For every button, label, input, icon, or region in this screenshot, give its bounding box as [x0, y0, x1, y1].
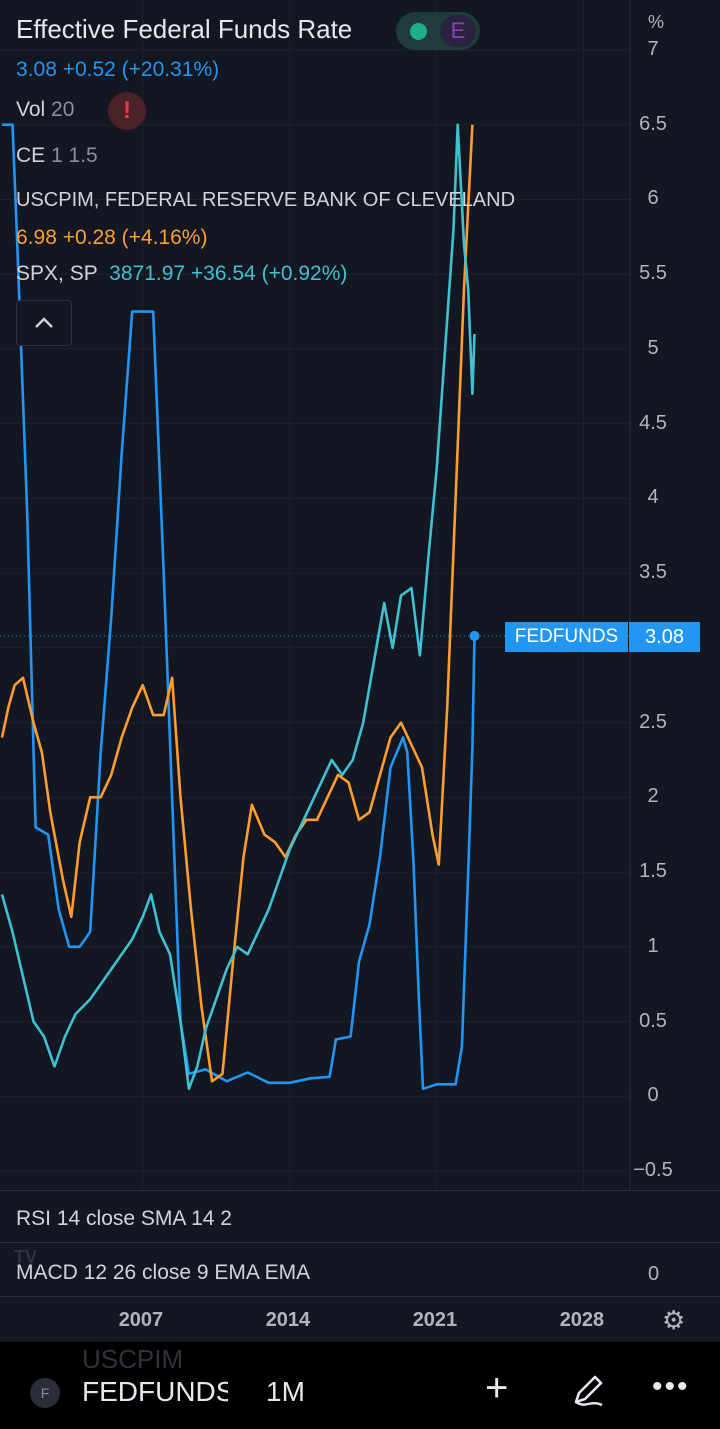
macd-label: MACD 12 26 close 9 EMA EMA [16, 1261, 311, 1284]
spx-indicator[interactable]: SPX, SP 3871.97 +36.54 (+0.92%) [16, 262, 347, 286]
vol-label: Vol [16, 98, 46, 121]
price-axis-tick: 6 [647, 187, 659, 210]
fedfunds-price-tag-value: 3.08 [629, 622, 700, 652]
symbol-icon[interactable]: F [30, 1378, 60, 1408]
price-axis-tick: 0 [647, 1084, 659, 1107]
earnings-badge[interactable]: E [440, 15, 476, 47]
price-axis-tick: 0.5 [639, 1009, 667, 1032]
price-axis-tick: 5.5 [639, 262, 667, 285]
pencil-icon[interactable] [568, 1370, 608, 1410]
price-chart[interactable] [0, 0, 720, 1190]
price-axis-tick: 1.5 [639, 860, 667, 883]
price-axis-tick: 2.5 [639, 710, 667, 733]
ce-value: 1 1.5 [51, 144, 98, 167]
fedfunds-last-point [469, 630, 480, 641]
price-axis-tick: 2 [647, 785, 659, 808]
ghost-symbol-text: USCPIM [82, 1344, 184, 1374]
time-axis-tick: 2028 [559, 1309, 605, 1331]
price-axis-tick: 7 [647, 38, 659, 60]
chart-title: Effective Federal Funds Rate [16, 14, 353, 44]
rsi-pane[interactable]: RSI 14 close SMA 14 2 [0, 1190, 720, 1242]
price-axis-tick: 3.5 [639, 561, 667, 584]
warning-icon[interactable]: ! [108, 92, 146, 130]
symbol-search-button[interactable]: FEDFUNDS [82, 1376, 228, 1407]
collapse-legend-button[interactable] [16, 300, 72, 346]
spx-values: 3871.97 +36.54 (+0.92%) [109, 262, 348, 285]
macd-pane[interactable]: TV MACD 12 26 close 9 EMA EMA 0 [0, 1242, 720, 1296]
time-axis-tick: 2021 [412, 1309, 458, 1331]
chart-area[interactable]: Effective Federal Funds Rate E 3.08 +0.5… [0, 0, 720, 1190]
vol-indicator[interactable]: Vol 20 [16, 98, 74, 122]
spx-label: SPX, SP [16, 262, 98, 285]
vol-value: 20 [51, 98, 75, 121]
time-axis[interactable]: 2007 2014 2021 2028 ⚙ [0, 1296, 720, 1342]
price-axis-tick: −0.5 [633, 1159, 673, 1181]
price-axis-tick: 1 [647, 934, 659, 957]
series-line-fedfunds [2, 123, 476, 1091]
bottom-toolbar: USCPIM F FEDFUNDS 1M + ••• [0, 1342, 720, 1429]
price-axis-unit: % [648, 12, 665, 32]
interval-button[interactable]: 1M [266, 1376, 305, 1407]
ce-indicator[interactable]: CE 1 1.5 [16, 144, 98, 168]
more-icon[interactable]: ••• [652, 1370, 690, 1403]
macd-axis-zero: 0 [648, 1263, 660, 1285]
price-axis-tick: 4 [647, 486, 659, 509]
series-line-uscpim [0, 124, 474, 1083]
fedfunds-values: 3.08 +0.52 (+20.31%) [16, 58, 220, 81]
tradingview-logo: TV [14, 1247, 38, 1267]
rsi-label: RSI 14 close SMA 14 2 [16, 1207, 232, 1230]
plus-icon[interactable]: + [485, 1366, 509, 1410]
fedfunds-price-tag-name: FEDFUNDS [505, 622, 628, 652]
price-axis-tick: 6.5 [639, 112, 667, 135]
uscpim-title[interactable]: USCPIM, FEDERAL RESERVE BANK OF CLEVELAN… [16, 189, 516, 211]
status-badge[interactable]: E [396, 12, 480, 50]
uscpim-values: 6.98 +0.28 (+4.16%) [16, 226, 208, 249]
series-line-spx [0, 123, 476, 1091]
chevron-up-icon [35, 317, 53, 328]
time-axis-tick: 2014 [265, 1309, 311, 1331]
gear-icon[interactable]: ⚙ [662, 1305, 686, 1335]
price-axis-tick: 5 [647, 336, 659, 359]
price-axis-tick: 4.5 [639, 411, 667, 434]
market-status-dot [410, 23, 427, 40]
ce-label: CE [16, 144, 46, 167]
time-axis-tick: 2007 [118, 1309, 164, 1331]
